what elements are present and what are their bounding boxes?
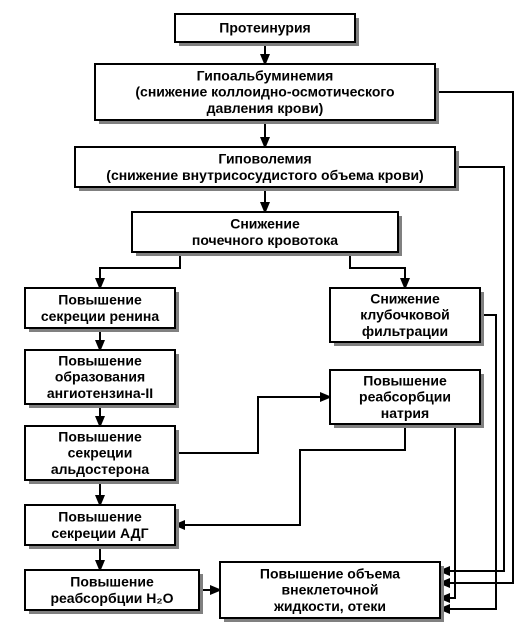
node-n7: Повышениеобразованияангиотензина-II (25, 350, 179, 408)
nodes-layer: Протеинурия Гипоальбуминемия(снижение кол… (25, 14, 484, 622)
node-text: секреции (68, 445, 133, 461)
edge-e12 (175, 424, 405, 525)
edge-e11 (175, 397, 330, 453)
node-text: жидкости, отеки (273, 598, 386, 614)
node-text: Гиповолемия (218, 151, 311, 167)
node-text: (снижение коллоидно-осмотического (135, 84, 394, 100)
flowchart: Протеинурия Гипоальбуминемия(снижение кол… (0, 0, 531, 643)
node-n1: Протеинурия (175, 14, 359, 46)
node-text: Повышение (363, 373, 447, 389)
node-text: клубочковой (360, 307, 450, 323)
edge-e5 (350, 252, 405, 288)
node-text: Снижение (370, 291, 440, 307)
node-n4: Снижениепочечного кровотока (132, 212, 402, 256)
node-text: (снижение внутрисосудистого объема крови… (106, 167, 423, 183)
node-text: натрия (381, 405, 429, 421)
node-n6: Снижениеклубочковойфильтрации (330, 288, 484, 346)
node-text: Повышение (58, 353, 142, 369)
node-text: секреции АДГ (51, 525, 148, 541)
edge-e4 (100, 252, 180, 288)
node-text: Повышение объема (260, 566, 400, 582)
node-text: внеклеточной (282, 582, 379, 598)
node-text: Повышение (70, 574, 154, 590)
edge-e14 (440, 315, 496, 609)
node-text: Повышение (58, 509, 142, 525)
node-text: секреции ренина (41, 308, 159, 324)
node-n10: Повышениесекреции АДГ (25, 505, 179, 549)
node-text: реабсорбции H₂O (50, 590, 173, 606)
node-text: ангиотензина-II (47, 385, 153, 401)
node-text: давления крови) (207, 100, 324, 116)
node-n5: Повышениесекреции ренина (25, 288, 179, 332)
node-text: Повышение (58, 292, 142, 308)
node-n9: Повышениесекрецииальдостерона (25, 426, 179, 484)
node-text: Снижение (230, 216, 300, 232)
node-text: образования (55, 369, 145, 385)
node-text: Гипоальбуминемия (197, 68, 334, 84)
node-text: реабсорбции (359, 389, 451, 405)
node-text: Протеинурия (219, 20, 310, 36)
node-text: Повышение (58, 429, 142, 445)
node-n3: Гиповолемия(снижение внутрисосудистого о… (75, 147, 459, 191)
node-n8: Повышениереабсорбциинатрия (330, 370, 484, 428)
node-n2: Гипоальбуминемия(снижение коллоидно-осмо… (95, 64, 439, 124)
node-n11: Повышениереабсорбции H₂O (25, 570, 203, 614)
node-text: почечного кровотока (192, 232, 338, 248)
node-text: альдостерона (51, 461, 150, 477)
node-text: фильтрации (362, 323, 448, 339)
node-n12: Повышение объемавнеклеточнойжидкости, от… (220, 562, 444, 622)
